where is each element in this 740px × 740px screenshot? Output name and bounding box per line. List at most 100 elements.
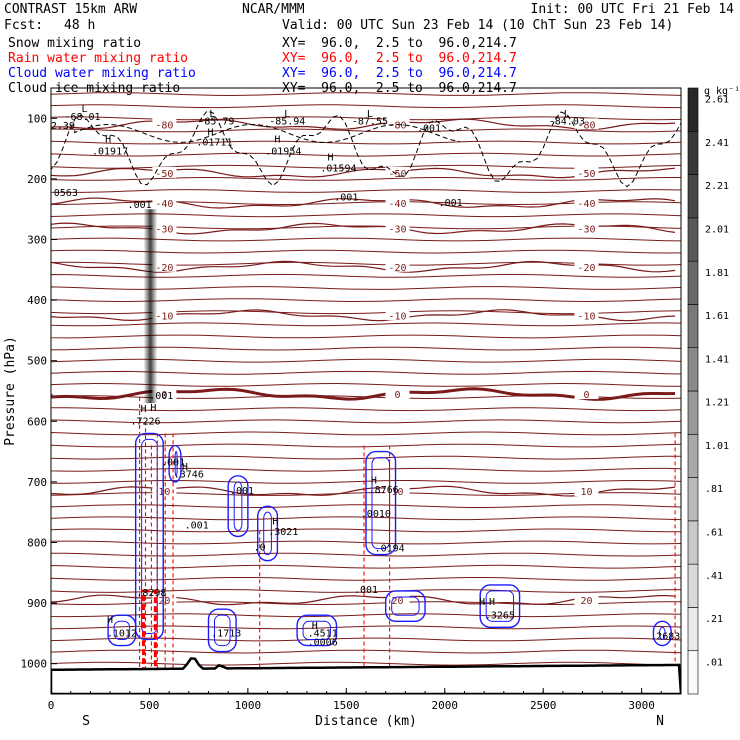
colorbar-tick-label: .21 <box>705 614 723 625</box>
isobar-line <box>51 479 681 484</box>
cloud-water-contour <box>174 451 178 477</box>
isobar-line <box>51 189 681 193</box>
contour-label: -20 <box>388 263 406 274</box>
field-annotation: H <box>328 153 334 164</box>
field-name-cloud-water: Cloud water mixing ratio <box>8 66 196 81</box>
contour-label-bg <box>385 118 410 130</box>
field-annotation: -85.94 <box>269 116 305 127</box>
isobar-line <box>51 213 681 218</box>
isobar-line <box>51 455 681 460</box>
y-tick-label: 600 <box>27 415 47 428</box>
field-annotation: -68.01 <box>64 112 100 123</box>
cloud-water-contour <box>371 457 391 550</box>
temperature-contour <box>51 118 676 131</box>
contour-label: 0 <box>394 390 400 401</box>
y-tick-label: 1000 <box>21 658 48 671</box>
field-annotation: -85.79 <box>198 116 234 127</box>
field-annotation: .001 <box>149 391 173 402</box>
field-annotation: H <box>182 462 188 473</box>
contour-label-bg <box>385 594 410 606</box>
contour-label-bg <box>152 118 177 130</box>
colorbar-tick-label: 2.01 <box>705 225 729 236</box>
isobar-line <box>51 237 681 242</box>
contour-label-bg <box>574 197 599 209</box>
contour-label-bg <box>385 309 410 321</box>
contour-label: 20 <box>158 596 170 607</box>
field-annotation: .001 <box>439 198 463 209</box>
init-time: Init: 00 UTC Fri 21 Feb 14 <box>530 2 735 17</box>
contour-label: -40 <box>577 199 595 210</box>
cloud-water-contour <box>214 614 231 647</box>
contour-label-bg <box>574 388 599 400</box>
contour-label: 20 <box>580 596 592 607</box>
contour-label-bg <box>574 309 599 321</box>
field-xy-snow: XY= 96.0, 2.5 to 96.0,214.7 <box>282 36 517 51</box>
colorbar-tick-label: .41 <box>705 571 723 582</box>
contour-label-bg <box>152 594 177 606</box>
colorbar-tick-label: 1.41 <box>705 354 729 365</box>
cloud-water-contour <box>141 438 158 634</box>
x-tick-label: 3000 <box>628 699 655 712</box>
isobar-line <box>51 492 681 496</box>
contour-label-bg <box>574 260 599 272</box>
colorbar-unit: g kg⁻¹ <box>704 86 740 97</box>
isobar-line <box>51 322 681 327</box>
cloud-water-contour <box>263 511 272 556</box>
isobar-line <box>51 116 681 121</box>
cloud-water-contour <box>113 620 131 641</box>
isobar-line <box>51 419 681 424</box>
field-annotation: .3021 <box>268 527 298 538</box>
field-annotation: L <box>209 109 215 120</box>
x-right-end-label: N <box>656 714 664 729</box>
x-tick-label: 1500 <box>333 699 360 712</box>
field-annotation: .001 <box>185 521 209 532</box>
y-tick-label: 100 <box>27 112 47 125</box>
isobar-line <box>51 516 681 521</box>
colorbar-swatch <box>687 347 699 392</box>
field-annotation: .7226 <box>130 416 160 427</box>
temperature-contour <box>51 485 676 497</box>
field-annotation: .4511 <box>308 628 338 639</box>
colorbar-swatch <box>687 563 699 608</box>
colorbar-swatch <box>687 607 699 652</box>
x-tick-label: 2000 <box>432 699 459 712</box>
field-annotation: L <box>564 109 570 120</box>
colorbar-swatch <box>687 87 699 132</box>
contour-label-bg <box>385 197 410 209</box>
contour-label-bg <box>152 309 177 321</box>
colorbar-tick-label: 2.21 <box>705 181 729 192</box>
cloud-water-contour <box>134 432 164 641</box>
x-tick-label: 2500 <box>530 699 557 712</box>
field-annotation: H <box>105 135 111 146</box>
isobar-line <box>51 467 681 472</box>
field-annotation: H <box>141 404 147 415</box>
contour-label-bg <box>152 166 177 178</box>
temperature-contour <box>51 167 676 179</box>
field-annotation: .1713 <box>211 628 241 639</box>
contour-label: -30 <box>155 225 173 236</box>
contour-label: 10 <box>158 487 170 498</box>
isobar-line <box>51 637 681 642</box>
field-annotation: L <box>81 104 87 115</box>
contour-label-bg <box>152 260 177 272</box>
contour-label-bg <box>574 594 599 606</box>
cloud-water-contour <box>485 590 515 622</box>
field-annotation: .8298 <box>136 588 166 599</box>
x-tick-label: 0 <box>48 699 55 712</box>
isobar-line <box>51 431 681 436</box>
colorbar-tick-label: 1.01 <box>705 441 729 452</box>
colorbar-swatch <box>687 433 699 478</box>
field-annotation: .1012 <box>107 628 137 639</box>
colorbar-swatch <box>687 520 699 565</box>
model-title: CONTRAST 15km ARW <box>4 2 138 17</box>
colorbar-swatch <box>687 477 699 522</box>
field-annotation: .001 <box>128 200 152 211</box>
y-tick-label: 200 <box>27 173 47 186</box>
field-annotation: .0194 <box>375 544 405 555</box>
isobar-line <box>51 358 681 363</box>
field-annotation: .01954 <box>265 147 301 158</box>
cloud-water-contour <box>107 614 137 647</box>
isobar-line <box>51 152 681 157</box>
colorbar-tick-label: .81 <box>705 484 723 495</box>
cloud-water-contour <box>658 626 666 641</box>
